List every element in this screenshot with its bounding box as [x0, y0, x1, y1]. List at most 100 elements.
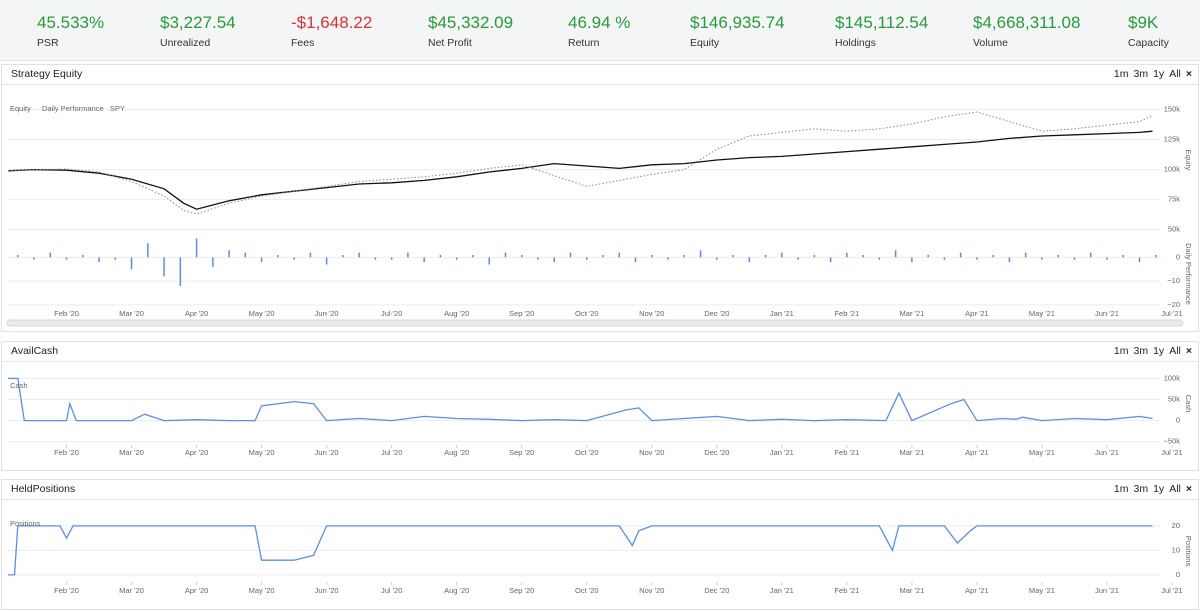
range-button[interactable]: 1m — [1113, 345, 1129, 357]
x-tick-label: Mar '20 — [119, 448, 144, 457]
range-button[interactable]: 3m — [1133, 483, 1149, 495]
panel: AvailCash 1m 3m 1y All × — [1, 341, 1199, 471]
range-button[interactable]: 3m — [1133, 68, 1149, 80]
bar — [667, 257, 669, 260]
y-tick-label: 125k — [1164, 135, 1181, 144]
bar — [1138, 257, 1141, 263]
bar — [504, 252, 507, 258]
bar — [439, 255, 442, 258]
x-tick-label: Mar '21 — [899, 309, 924, 318]
x-tick-label: Nov '20 — [639, 309, 664, 318]
bar — [992, 255, 994, 258]
y-tick-label: 150k — [1164, 105, 1181, 114]
range-button[interactable]: All — [1169, 345, 1181, 357]
x-tick-label: May '21 — [1029, 448, 1055, 457]
x-tick-label: Jun '20 — [315, 448, 339, 457]
stat: -$1,648.22 Fees — [291, 13, 372, 49]
stat-label: Holdings — [835, 37, 876, 49]
bar — [797, 257, 799, 260]
x-tick-label: Apr '20 — [185, 586, 209, 595]
close-button[interactable]: × — [1185, 345, 1192, 357]
x-tick-label: Sep '20 — [509, 309, 534, 318]
x-tick-label: Jul '21 — [1161, 448, 1182, 457]
range-button[interactable]: 1m — [1113, 483, 1129, 495]
x-tick-label: Jul '21 — [1161, 586, 1182, 595]
x-tick-label: Jul '20 — [381, 309, 402, 318]
x-tick-label: Apr '21 — [965, 586, 989, 595]
stat-label: Unrealized — [160, 37, 211, 49]
y-tick-label: −20 — [1167, 300, 1180, 309]
bar — [602, 255, 604, 258]
range-button[interactable]: 1y — [1153, 68, 1165, 80]
panel-header: HeldPositions 1m 3m 1y All × — [2, 480, 1198, 500]
bar — [553, 257, 555, 263]
x-tick-label: Feb '20 — [54, 448, 79, 457]
stat-value: $4,668,311.08 — [973, 13, 1081, 32]
y-tick-label: 20 — [1172, 521, 1180, 530]
x-tick-label: May '20 — [249, 586, 275, 595]
x-tick-label: Feb '21 — [834, 309, 859, 318]
panel: Strategy Equity 1m 3m 1y All × — [1, 64, 1199, 332]
y-tick-label: 75k — [1168, 195, 1180, 204]
range-button[interactable]: 1m — [1113, 68, 1129, 80]
close-button[interactable]: × — [1185, 483, 1192, 495]
x-tick-label: Mar '21 — [899, 586, 924, 595]
y-tick-label: 0 — [1176, 416, 1180, 425]
x-tick-label: Aug '20 — [444, 309, 469, 318]
legend-item: Positions — [10, 519, 41, 528]
bar — [959, 252, 962, 258]
range-button[interactable]: 1y — [1153, 345, 1165, 357]
bar — [732, 255, 734, 258]
bar — [651, 255, 653, 258]
x-tick-label: Jan '21 — [770, 586, 794, 595]
panel-header: AvailCash 1m 3m 1y All × — [2, 342, 1198, 362]
x-tick-label: Jun '21 — [1095, 586, 1119, 595]
bar — [569, 252, 572, 258]
bar — [179, 257, 182, 286]
bar — [618, 252, 621, 258]
bar — [277, 255, 279, 258]
x-tick-label: Sep '20 — [509, 448, 534, 457]
x-tick-label: Dec '20 — [704, 309, 729, 318]
x-tick-label: Feb '21 — [834, 448, 859, 457]
bar — [260, 257, 263, 263]
x-tick-label: Apr '21 — [965, 309, 989, 318]
x-tick-label: Jun '21 — [1095, 309, 1119, 318]
scrollbar — [6, 319, 1184, 327]
stat-label: Equity — [690, 37, 720, 49]
bar — [634, 257, 637, 263]
y-tick-label: 10 — [1172, 545, 1180, 554]
stat-label: Net Profit — [428, 37, 472, 49]
stat-label: Volume — [973, 37, 1009, 49]
x-tick-label: Mar '21 — [899, 448, 924, 457]
range-button[interactable]: All — [1169, 68, 1181, 80]
stat: $145,112.54 Holdings — [835, 13, 928, 49]
bar — [764, 255, 767, 258]
legend-item: SPY — [110, 104, 125, 113]
bar — [748, 257, 751, 263]
stat-value: $146,935.74 — [690, 13, 785, 32]
bar — [520, 255, 523, 258]
stat-value: 45.533% — [37, 13, 105, 32]
x-tick-label: Oct '20 — [575, 586, 599, 595]
x-tick-label: May '21 — [1029, 586, 1055, 595]
bar — [1106, 257, 1108, 260]
bar — [163, 257, 165, 277]
stat: $9K Capacity — [1128, 13, 1169, 49]
bar — [878, 257, 881, 260]
range-button[interactable]: 1y — [1153, 483, 1165, 495]
bar — [98, 257, 100, 263]
stat: $4,668,311.08 Volume — [973, 13, 1080, 49]
bar — [1073, 257, 1076, 260]
x-tick-label: Oct '20 — [575, 309, 599, 318]
range-button[interactable]: All — [1169, 483, 1181, 495]
y-tick-label: 100k — [1164, 165, 1181, 174]
x-tick-label: Nov '20 — [639, 448, 664, 457]
bar — [829, 257, 832, 263]
close-button[interactable]: × — [1185, 68, 1192, 80]
stat-value: $145,112.54 — [835, 13, 929, 32]
y-axis-title: Positions — [1184, 536, 1193, 567]
range-button[interactable]: 3m — [1133, 345, 1149, 357]
legend-item: Cash — [10, 381, 28, 390]
